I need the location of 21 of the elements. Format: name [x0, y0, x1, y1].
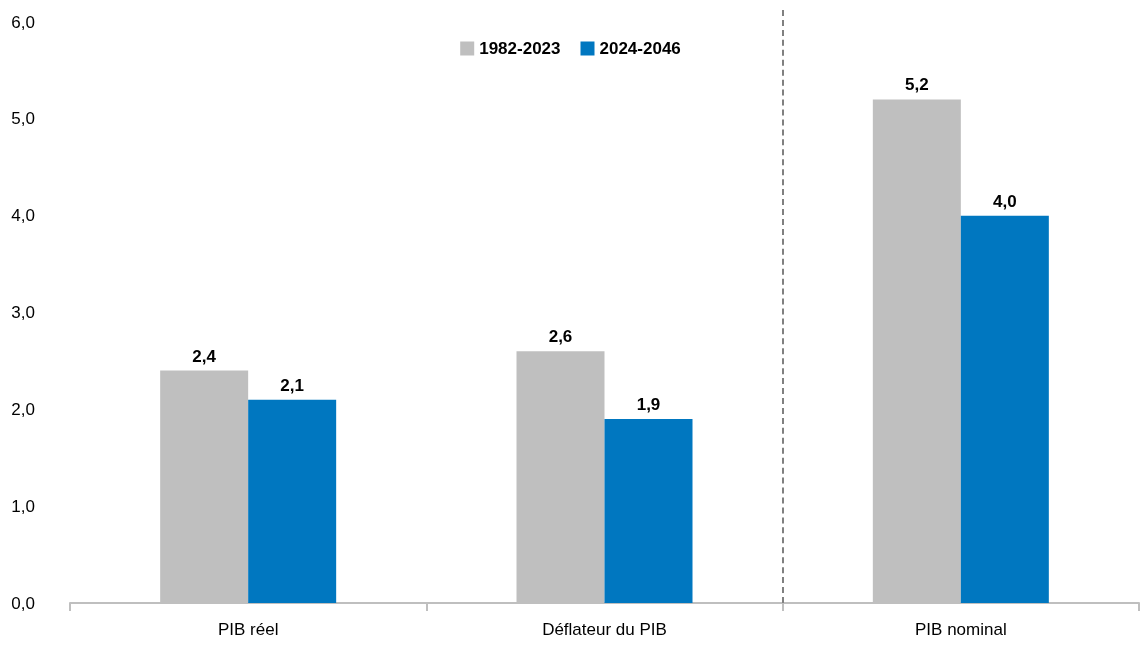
bar: [248, 399, 337, 603]
bar: [604, 419, 693, 603]
data-label: 2,1: [280, 375, 304, 395]
y-tick-label: 0,0: [11, 593, 35, 613]
x-tick-label: PIB réel: [217, 620, 279, 639]
y-tick-label: 2,0: [11, 399, 35, 419]
y-tick-label: 4,0: [11, 206, 35, 226]
bar: [960, 215, 1049, 603]
x-tick-label: PIB nominal: [915, 620, 1007, 639]
data-label: 2,6: [548, 327, 573, 347]
data-label: 1,9: [636, 395, 661, 415]
y-tick-label: 3,0: [11, 303, 35, 322]
legend-label: 2024-2046: [599, 39, 681, 58]
y-tick-label: 5,0: [11, 109, 35, 129]
data-label: 4,0: [993, 191, 1017, 211]
data-label: 5,2: [905, 75, 929, 95]
data-label: 2,4: [192, 346, 217, 366]
y-tick-label: 1,0: [11, 496, 35, 516]
x-tick-label: Déflateur du PIB: [542, 620, 667, 639]
y-tick-label: 6,0: [11, 12, 35, 32]
legend-label: 1982-2023: [479, 39, 561, 58]
